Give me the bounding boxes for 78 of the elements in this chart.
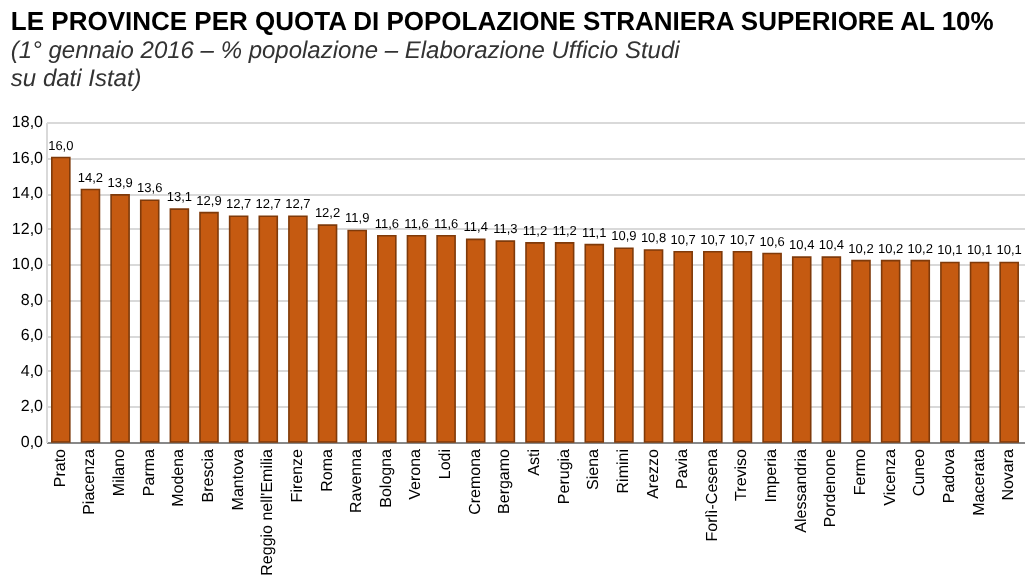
- x-tick-label: Bologna: [376, 447, 395, 508]
- bar: [495, 240, 516, 443]
- y-tick-label: 16,0: [11, 148, 45, 167]
- bar: [762, 252, 782, 443]
- x-tick-label: Asti: [525, 448, 543, 476]
- x-tick-label: Cremona: [465, 447, 484, 515]
- y-tick-label: 0,0: [20, 433, 45, 451]
- bar: [228, 215, 249, 443]
- x-tick-label: Pavia: [673, 447, 692, 490]
- bar: [910, 259, 931, 443]
- x-tick-label: Novara: [999, 447, 1018, 501]
- bar: [110, 194, 130, 443]
- x-tick-label: Firenze: [287, 447, 306, 503]
- bar: [940, 261, 960, 443]
- bar: [139, 199, 160, 443]
- bar: [791, 256, 812, 443]
- bar: [406, 234, 427, 443]
- x-tick-label: Milano: [110, 447, 129, 497]
- bar: [880, 259, 901, 443]
- x-tick-label: Vicenza: [880, 447, 899, 506]
- chart-title: LE PROVINCE PER QUOTA DI POPOLAZIONE STRANIERA SUPERIORE AL 10%: [10, 6, 995, 36]
- bar: [525, 242, 545, 443]
- bar: [51, 156, 71, 443]
- bar: [851, 259, 871, 443]
- x-tick-label: Alessandria: [791, 447, 810, 533]
- bar: [584, 243, 605, 443]
- x-tick-label: Siena: [584, 447, 603, 490]
- bar: [999, 261, 1019, 443]
- bar: [199, 211, 219, 443]
- bar: [969, 261, 990, 443]
- y-tick-label: 2,0: [20, 397, 45, 416]
- y-tick-label: 14,0: [11, 184, 45, 203]
- x-tick-label: Macerata: [969, 447, 988, 516]
- x-tick-label: Mantova: [228, 447, 247, 511]
- chart-subtitle: (1° gennaio 2016 – % popolazione – Elaborazione Ufficio Studi su dati Istat): [10, 36, 681, 92]
- bar: [317, 224, 338, 443]
- y-tick-label: 8,0: [20, 290, 45, 309]
- bar: [673, 250, 693, 443]
- x-tick-label: Prato: [50, 447, 69, 488]
- bar: [347, 229, 367, 443]
- x-tick-label: Piacenza: [80, 447, 99, 515]
- y-tick-label: 10,0: [11, 255, 45, 274]
- x-tick-label: Padova: [939, 447, 958, 504]
- bar: [821, 256, 842, 443]
- x-tick-label: Rimini: [613, 448, 632, 494]
- y-tick-label: 6,0: [20, 326, 45, 345]
- y-tick-label: 18,0: [11, 113, 45, 131]
- x-tick-label: Perugia: [554, 447, 573, 505]
- bar: [80, 188, 101, 443]
- x-tick-label: Forlì-Cesena: [702, 447, 721, 542]
- bar: [258, 215, 279, 443]
- bar: [554, 242, 575, 443]
- bar: [436, 234, 456, 443]
- x-tick-label: Lodi: [436, 448, 455, 480]
- bar: [614, 247, 634, 443]
- x-tick-label: Roma: [317, 447, 336, 492]
- bar: [288, 215, 308, 443]
- x-tick-label: Verona: [406, 447, 425, 500]
- x-tick-label: Bergamo: [495, 447, 514, 514]
- bar: [732, 250, 753, 443]
- bar: [169, 208, 190, 443]
- x-tick-label: Brescia: [199, 447, 217, 503]
- x-tick-label: Cuneo: [910, 447, 929, 497]
- y-tick-label: 4,0: [20, 361, 45, 380]
- bar: [377, 234, 397, 443]
- y-tick-label: 12,0: [11, 219, 45, 238]
- bar: [703, 250, 723, 443]
- x-tick-label: Fermo: [851, 447, 869, 496]
- x-tick-label: Arezzo: [643, 447, 662, 499]
- x-tick-label: Modena: [169, 447, 188, 507]
- x-tick-label: Reggio nell'Emilia: [258, 447, 277, 576]
- x-tick-label: Imperia: [762, 447, 781, 503]
- x-tick-label: Parma: [139, 447, 158, 497]
- x-tick-label: Pordenone: [821, 447, 840, 528]
- bar: [643, 249, 664, 443]
- bar: [465, 238, 486, 443]
- x-tick-label: Ravenna: [347, 447, 366, 514]
- x-tick-label: Treviso: [732, 447, 751, 501]
